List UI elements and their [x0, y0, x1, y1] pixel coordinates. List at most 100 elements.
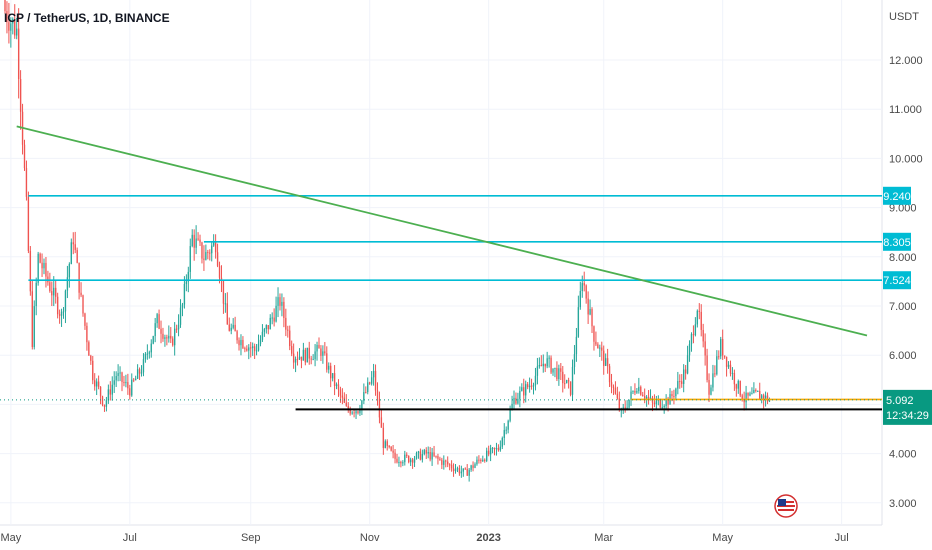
- candle-body: [665, 398, 667, 406]
- candle-body: [345, 402, 347, 406]
- candle-body: [183, 283, 186, 305]
- candle-body: [565, 380, 568, 384]
- candle-body: [214, 241, 217, 253]
- candle-body: [103, 404, 106, 407]
- candle-body: [470, 465, 472, 470]
- candle-body: [525, 384, 527, 396]
- candle-body: [575, 336, 578, 355]
- candle-body: [491, 447, 494, 449]
- candle-body: [663, 405, 665, 408]
- candle-body: [82, 295, 84, 314]
- candle-body: [308, 347, 310, 359]
- candle-body: [591, 309, 593, 327]
- time-axis[interactable]: May Jul Sep Nov 2023 Mar May Jul: [0, 532, 848, 544]
- candle-body: [199, 239, 201, 243]
- candle-body: [762, 395, 765, 401]
- candle-body: [636, 391, 638, 393]
- candle-body: [189, 246, 191, 272]
- candle-body: [6, 11, 8, 23]
- candle-body: [123, 382, 125, 384]
- candle-body: [593, 326, 595, 342]
- candle-body: [476, 459, 478, 465]
- flag-icon[interactable]: [774, 494, 798, 518]
- candle-body: [725, 356, 728, 367]
- candle-body: [246, 348, 248, 351]
- candle-body: [357, 411, 359, 414]
- candle-body: [499, 446, 502, 451]
- candle-body: [538, 365, 541, 367]
- symbol-title[interactable]: ICP / TetherUS, 1D, BINANCE: [4, 11, 170, 25]
- candle-body: [97, 381, 100, 387]
- candle-body: [271, 317, 273, 319]
- candle-body: [460, 471, 463, 474]
- candle-body: [152, 336, 154, 344]
- candle-body: [107, 389, 110, 401]
- candle-body: [546, 358, 548, 367]
- candle-body: [618, 398, 621, 410]
- candle-body: [536, 366, 539, 376]
- candle-body: [142, 359, 145, 373]
- candle-body: [474, 464, 476, 468]
- candle-body: [640, 386, 642, 395]
- candle-body: [696, 310, 699, 325]
- candle-body: [29, 250, 32, 292]
- candle-body: [544, 363, 546, 367]
- candle-body: [117, 373, 119, 377]
- candle-body: [480, 459, 482, 462]
- candle-body: [603, 350, 605, 366]
- candle-body: [267, 325, 269, 330]
- candle-body: [121, 372, 123, 383]
- candle-body: [505, 429, 507, 431]
- candle-body: [556, 367, 558, 380]
- candle-body: [425, 450, 427, 454]
- x-tick-label: Sep: [241, 532, 261, 544]
- candle-body: [433, 452, 435, 456]
- candle-body: [263, 329, 266, 332]
- candle-body: [764, 395, 767, 401]
- candle-body: [187, 271, 190, 282]
- candle-body: [296, 358, 299, 360]
- candle-body: [111, 384, 113, 395]
- candle-body: [542, 363, 544, 367]
- y-tick-label: 9.000: [889, 203, 917, 215]
- candle-body: [521, 387, 523, 391]
- candle-body: [259, 339, 262, 344]
- candle-body: [554, 367, 556, 369]
- candle-body: [136, 369, 139, 379]
- candle-body: [523, 387, 525, 396]
- drawings: [0, 125, 882, 411]
- candle-body: [58, 314, 61, 316]
- candle-body: [99, 386, 102, 397]
- candle-body: [119, 372, 121, 374]
- candle-body: [212, 241, 215, 246]
- candle-body: [218, 265, 221, 278]
- candle-body: [612, 386, 615, 388]
- candle-body: [624, 407, 626, 409]
- candle-body: [659, 399, 661, 408]
- candle-body: [283, 301, 285, 318]
- candle-body: [291, 346, 293, 354]
- candle-body: [466, 469, 468, 476]
- candle-body: [37, 253, 39, 283]
- candle-body: [690, 334, 693, 345]
- candle-body: [14, 18, 16, 36]
- candle-body: [209, 252, 211, 254]
- candle-body: [708, 379, 710, 395]
- level-tag-resistance: [883, 186, 911, 205]
- candle-body: [722, 339, 724, 356]
- candle-body: [569, 381, 572, 395]
- candle-body: [390, 446, 392, 451]
- candle-body: [753, 389, 755, 394]
- candle-body: [12, 18, 14, 24]
- candle-body: [739, 381, 741, 396]
- candle-body: [361, 400, 363, 410]
- price-axis[interactable]: USDT 12.000 11.000 10.000 9.000 8.000 7.000 6.…: [889, 11, 923, 510]
- candle-body: [201, 242, 203, 259]
- candle-body: [84, 313, 86, 326]
- candle-body: [300, 356, 303, 361]
- candle-body: [68, 263, 71, 278]
- candle-body: [8, 22, 10, 31]
- candle-body: [404, 454, 406, 463]
